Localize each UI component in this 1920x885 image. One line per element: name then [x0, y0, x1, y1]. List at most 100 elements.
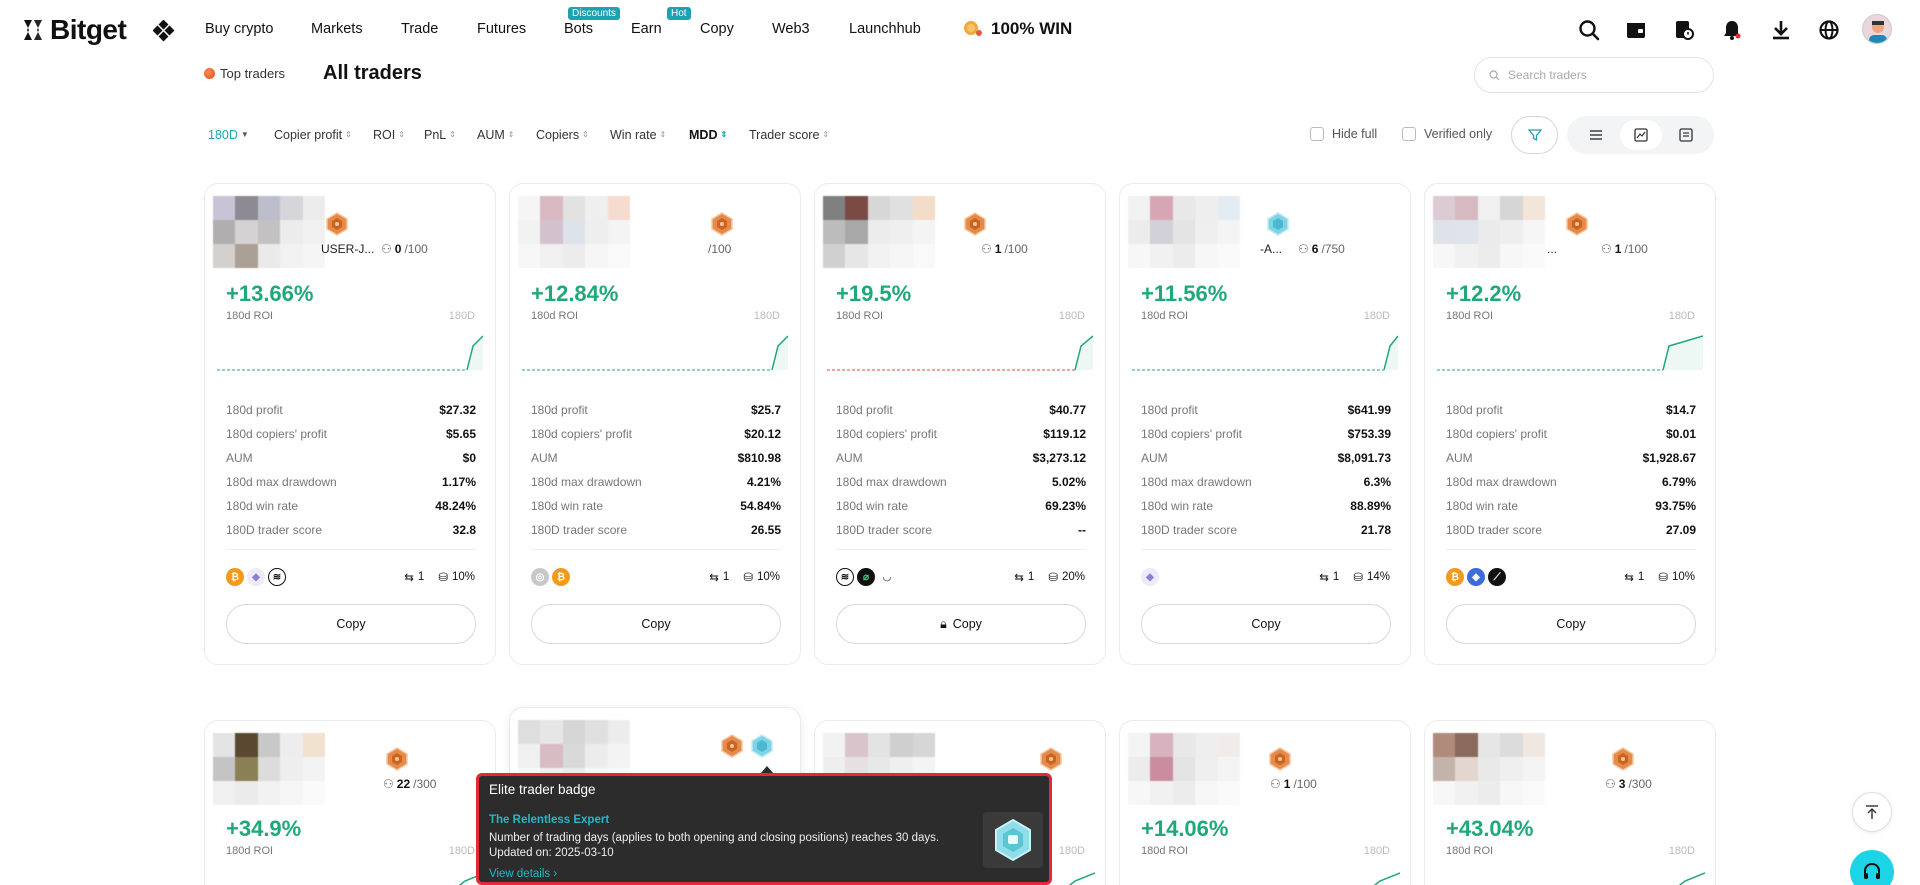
verified-only-checkbox[interactable]: Verified only	[1402, 127, 1492, 141]
stat-profit: 180d profit $40.77	[836, 403, 1086, 427]
stat-value: 54.84%	[740, 499, 781, 513]
nav-web3[interactable]: Web3	[772, 21, 810, 37]
tab-all-traders[interactable]: All traders	[323, 62, 422, 84]
download-icon[interactable]	[1769, 18, 1793, 42]
globe-icon[interactable]	[1817, 18, 1841, 42]
stat-profit: 180d profit $641.99	[1141, 403, 1391, 427]
sort-pnl[interactable]: PnL ⇕	[424, 128, 456, 142]
trader-card[interactable]: ⚇ 3 /300 +43.04% 180d ROI 180D	[1424, 720, 1716, 885]
trader-avatar[interactable]	[518, 196, 630, 268]
bronze-medal-icon[interactable]	[1611, 747, 1635, 771]
trader-avatar[interactable]	[213, 733, 325, 805]
diamond-medal-icon[interactable]	[750, 734, 774, 758]
trader-card[interactable]: ... ⚇ 1 /100 +12.2% 180d ROI 180D 180d pr…	[1424, 183, 1716, 665]
nav-markets[interactable]: Markets	[311, 21, 363, 37]
user-avatar[interactable]	[1862, 14, 1892, 44]
nav-copy[interactable]: Copy	[700, 21, 734, 37]
eth-coin-icon: ◆	[247, 568, 265, 586]
shares-value: 1	[722, 571, 730, 583]
trader-avatar[interactable]	[823, 196, 935, 268]
trader-avatar[interactable]	[1128, 733, 1240, 805]
trader-name[interactable]: USER-J...	[321, 242, 375, 256]
copiers-current: 3	[1618, 777, 1626, 791]
trader-avatar[interactable]	[1433, 733, 1545, 805]
trader-card[interactable]: ⚇ 1 /100 +14.06% 180d ROI 180D	[1119, 720, 1411, 885]
lock-icon: 🔒︎	[940, 616, 947, 631]
customer-support-button[interactable]	[1850, 850, 1894, 885]
trader-card[interactable]: -A... ⚇ 6 /750 +11.56% 180d ROI 180D 180d…	[1119, 183, 1411, 665]
trader-card[interactable]: ⚇ 1 /100 +19.5% 180d ROI 180D 180d profit…	[814, 183, 1106, 665]
bitget-logo[interactable]: Bitget	[20, 14, 127, 46]
bronze-medal-icon[interactable]	[720, 734, 744, 758]
bell-icon[interactable]	[1720, 18, 1744, 42]
nav-futures[interactable]: Futures	[477, 21, 527, 37]
copy-trader-button[interactable]: Copy	[531, 604, 781, 644]
database-icon: ⛁	[438, 572, 448, 584]
sort-mdd[interactable]: MDD ⇕	[689, 128, 727, 142]
card-view-button[interactable]	[1619, 120, 1662, 150]
share-pct-value: 10%	[451, 571, 475, 583]
sort-copier-profit[interactable]: Copier profit ⇕	[274, 128, 352, 142]
stat-value: $119.12	[1043, 427, 1086, 441]
stat-value: $0	[462, 451, 476, 465]
stat-profit: 180d profit $25.7	[531, 403, 781, 427]
wallet-icon[interactable]	[1624, 18, 1648, 42]
nav-launchhub[interactable]: Launchhub	[849, 21, 921, 37]
trader-card[interactable]: ⚇ 22 /300 +34.9% 180d ROI 180D	[204, 720, 496, 885]
sol-dark-coin-icon: ≋	[836, 568, 854, 586]
sort-label: Copier profit	[274, 128, 343, 142]
sort-win-rate[interactable]: Win rate ⇕	[610, 128, 666, 142]
share-percent: ⛁ 10%	[743, 570, 780, 584]
sort-arrows-icon: ⇕	[398, 130, 405, 139]
nav-buy-crypto[interactable]: Buy crypto	[205, 21, 274, 37]
nav-earn[interactable]: Earn	[631, 21, 662, 37]
apps-icon[interactable]	[153, 20, 175, 42]
copiers-max: /100	[708, 242, 732, 256]
roi-sparkline	[1437, 335, 1703, 371]
diamond-medal-icon[interactable]	[1266, 212, 1290, 236]
trader-card[interactable]: USER-J... ⚇ 0 /100 +13.66% 180d ROI 180D …	[204, 183, 496, 665]
detail-view-button[interactable]	[1665, 120, 1707, 150]
trader-avatar[interactable]	[1433, 196, 1545, 268]
tab-top-traders[interactable]: Top traders	[204, 66, 285, 81]
sort-arrows-icon: ⇕	[449, 130, 456, 139]
sort-trader-score[interactable]: Trader score ⇕	[749, 128, 829, 142]
sort-roi[interactable]: ROI ⇕	[373, 128, 405, 142]
nav-trade[interactable]: Trade	[401, 21, 439, 37]
copiers-max: /100	[404, 242, 428, 256]
stat-value: 48.24%	[435, 499, 476, 513]
orders-icon[interactable]	[1672, 18, 1696, 42]
bronze-medal-icon[interactable]	[1039, 747, 1063, 771]
bronze-medal-icon[interactable]	[1565, 212, 1589, 236]
trader-avatar[interactable]	[213, 196, 325, 268]
trader-avatar[interactable]	[1128, 196, 1240, 268]
copiers-max: /300	[413, 777, 437, 791]
bronze-medal-icon[interactable]	[325, 212, 349, 236]
sort-aum[interactable]: AUM ⇕	[477, 128, 514, 142]
copy-trader-button[interactable]: Copy	[1446, 604, 1696, 644]
search-traders-input[interactable]: Search traders	[1474, 57, 1714, 93]
trader-name[interactable]: ...	[1547, 242, 1558, 256]
promo-banner[interactable]: 100% WIN	[963, 19, 1072, 39]
back-to-top-button[interactable]	[1852, 792, 1892, 832]
bronze-medal-icon[interactable]	[385, 747, 409, 771]
trader-name[interactable]: -A...	[1260, 242, 1283, 256]
copy-trader-button[interactable]: Copy	[1141, 604, 1391, 644]
period-select[interactable]: 180D ▼	[208, 128, 249, 142]
copiers-count: ⚇ 22 /300	[383, 777, 436, 791]
trader-card[interactable]: /100 +12.84% 180d ROI 180D 180d profit $…	[509, 183, 801, 665]
bronze-medal-icon[interactable]	[1268, 747, 1292, 771]
search-icon[interactable]	[1577, 18, 1601, 42]
copy-trader-button[interactable]: Copy	[226, 604, 476, 644]
stat-label: AUM	[226, 451, 253, 465]
hide-full-checkbox[interactable]: Hide full	[1310, 127, 1377, 141]
bronze-medal-icon[interactable]	[963, 212, 987, 236]
nav-bots[interactable]: Bots	[564, 21, 594, 37]
copy-trader-button[interactable]: 🔒︎ Copy	[836, 604, 1086, 644]
list-view-button[interactable]	[1575, 120, 1617, 150]
stat-copiers-profit: 180d copiers' profit $5.65	[226, 427, 476, 451]
filter-button[interactable]	[1511, 116, 1558, 154]
view-details-link[interactable]: View details ›	[489, 868, 558, 880]
sort-copiers[interactable]: Copiers ⇕	[536, 128, 589, 142]
bronze-medal-icon[interactable]	[710, 212, 734, 236]
